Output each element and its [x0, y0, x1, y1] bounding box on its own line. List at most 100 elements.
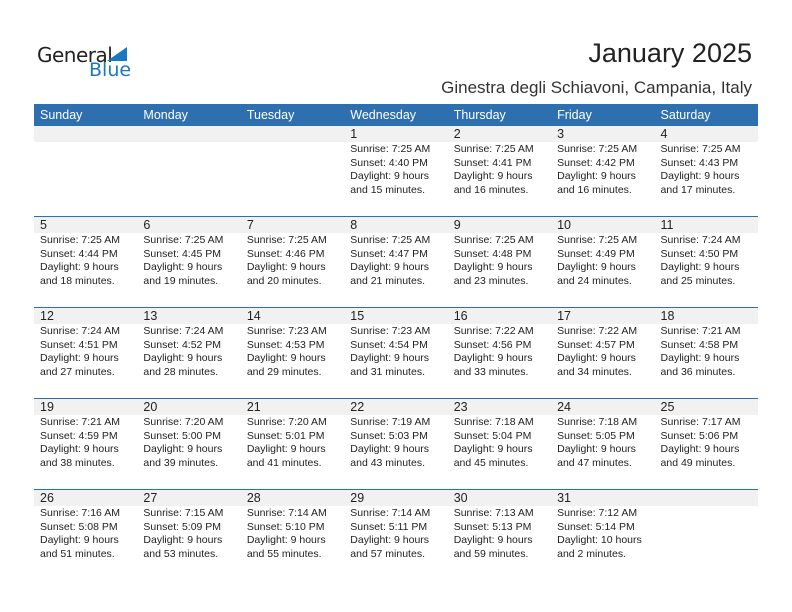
day-info: Sunrise: 7:25 AM Sunset: 4:41 PM Daylight:… [448, 143, 551, 197]
daylight1-text: Daylight: 9 hours [350, 170, 430, 183]
weekday-header: Sunday Monday Tuesday Wednesday Thursday Frid… [34, 104, 758, 126]
daylight1-text: Daylight: 9 hours [350, 534, 430, 547]
day-number: 31 [551, 490, 655, 506]
day-info: Sunrise: 7:17 AM Sunset: 5:06 PM Daylight:… [655, 416, 758, 470]
day-number [654, 490, 758, 506]
location-subtitle: Ginestra degli Schiavoni, Campania, Ital… [441, 78, 752, 97]
daylight2-text: and 2 minutes. [557, 547, 626, 560]
day-number: 21 [240, 399, 345, 415]
sunset-text: Sunset: 5:05 PM [557, 429, 635, 442]
sunrise-text: Sunrise: 7:23 AM [246, 325, 327, 337]
sunset-text: Sunset: 4:54 PM [350, 338, 428, 351]
sunrise-text: Sunrise: 7:24 AM [40, 325, 120, 337]
sunrise-text: Sunrise: 7:21 AM [40, 416, 120, 428]
day-cell: 2 Sunrise: 7:25 AM Sunset: 4:41 PM Daylight… [447, 126, 552, 216]
sunset-text: Sunset: 4:45 PM [143, 247, 222, 260]
day-cell: 5 Sunrise: 7:25 AM Sunset: 4:44 PM Daylight… [34, 217, 138, 307]
day-info: Sunrise: 7:16 AM Sunset: 5:08 PM Daylight:… [34, 507, 137, 561]
day-info: Sunrise: 7:19 AM Sunset: 5:03 PM Daylight:… [344, 416, 447, 470]
day-number: 26 [34, 490, 138, 506]
day-cell: 8 Sunrise: 7:25 AM Sunset: 4:47 PM Daylight… [344, 217, 448, 307]
sunrise-text: Sunrise: 7:25 AM [350, 143, 431, 155]
sunrise-text: Sunrise: 7:17 AM [660, 416, 741, 428]
daylight2-text: and 34 minutes. [557, 365, 632, 378]
day-info: Sunrise: 7:18 AM Sunset: 5:05 PM Daylight:… [551, 416, 654, 470]
day-number: 9 [447, 217, 552, 233]
daylight1-text: Daylight: 9 hours [246, 443, 326, 456]
day-number: 27 [137, 490, 241, 506]
daylight1-text: Daylight: 9 hours [40, 352, 119, 365]
sunset-text: Sunset: 4:48 PM [453, 247, 532, 260]
sunrise-text: Sunrise: 7:25 AM [557, 234, 638, 246]
sunset-text: Sunset: 5:03 PM [350, 429, 428, 442]
daylight2-text: and 59 minutes. [453, 547, 529, 560]
sunrise-text: Sunrise: 7:14 AM [246, 507, 327, 519]
day-cell: 16 Sunrise: 7:22 AM Sunset: 4:56 PM Dayligh… [447, 308, 552, 398]
day-info: Sunrise: 7:24 AM Sunset: 4:51 PM Daylight:… [34, 325, 137, 379]
daylight2-text: and 24 minutes. [557, 274, 632, 287]
sunrise-text: Sunrise: 7:20 AM [246, 416, 327, 428]
day-cell: 1 Sunrise: 7:25 AM Sunset: 4:40 PM Daylight… [344, 126, 448, 216]
daylight2-text: and 16 minutes. [453, 183, 529, 196]
daylight1-text: Daylight: 9 hours [660, 443, 740, 456]
weekday-monday: Monday [143, 108, 188, 122]
daylight2-text: and 27 minutes. [40, 365, 115, 378]
sunrise-text: Sunrise: 7:12 AM [557, 507, 638, 519]
sunset-text: Sunset: 5:10 PM [246, 520, 325, 533]
daylight2-text: and 45 minutes. [453, 456, 529, 469]
daylight1-text: Daylight: 9 hours [143, 261, 223, 274]
sunset-text: Sunset: 4:52 PM [143, 338, 222, 351]
day-cell: 14 Sunrise: 7:23 AM Sunset: 4:53 PM Dayligh… [240, 308, 345, 398]
weekday-friday: Friday [557, 108, 592, 122]
day-number: 3 [551, 126, 655, 142]
day-number [240, 126, 345, 142]
day-number: 18 [654, 308, 758, 324]
daylight1-text: Daylight: 9 hours [350, 443, 430, 456]
sunrise-text: Sunrise: 7:25 AM [453, 143, 534, 155]
day-number: 14 [240, 308, 345, 324]
sunrise-text: Sunrise: 7:25 AM [40, 234, 120, 246]
day-cell: 19 Sunrise: 7:21 AM Sunset: 4:59 PM Dayligh… [34, 399, 138, 489]
day-number: 13 [137, 308, 241, 324]
day-number [137, 126, 241, 142]
sunset-text: Sunset: 4:49 PM [557, 247, 635, 260]
day-cell: 15 Sunrise: 7:23 AM Sunset: 4:54 PM Dayligh… [344, 308, 448, 398]
daylight2-text: and 49 minutes. [660, 456, 736, 469]
day-number: 5 [34, 217, 138, 233]
weekday-sunday: Sunday [40, 108, 83, 122]
daylight1-text: Daylight: 9 hours [350, 352, 430, 365]
day-cell: 22 Sunrise: 7:19 AM Sunset: 5:03 PM Dayligh… [344, 399, 448, 489]
weekday-saturday: Saturday [660, 108, 711, 122]
sunset-text: Sunset: 5:14 PM [557, 520, 635, 533]
sunset-text: Sunset: 4:44 PM [40, 247, 118, 260]
sunrise-text: Sunrise: 7:21 AM [660, 325, 741, 337]
logo: General Blue [37, 43, 132, 83]
sunrise-text: Sunrise: 7:25 AM [143, 234, 224, 246]
sunrise-text: Sunrise: 7:14 AM [350, 507, 431, 519]
daylight2-text: and 36 minutes. [660, 365, 736, 378]
day-cell: 21 Sunrise: 7:20 AM Sunset: 5:01 PM Dayligh… [240, 399, 345, 489]
weekday-wednesday: Wednesday [350, 108, 417, 122]
weekday-tuesday: Tuesday [246, 108, 295, 122]
daylight2-text: and 28 minutes. [143, 365, 219, 378]
daylight2-text: and 43 minutes. [350, 456, 425, 469]
daylight1-text: Daylight: 10 hours [557, 534, 642, 547]
sunrise-text: Sunrise: 7:25 AM [350, 234, 431, 246]
sunset-text: Sunset: 4:47 PM [350, 247, 428, 260]
day-cell: 24 Sunrise: 7:18 AM Sunset: 5:05 PM Dayligh… [551, 399, 655, 489]
day-cell: 18 Sunrise: 7:21 AM Sunset: 4:58 PM Dayligh… [654, 308, 758, 398]
sunset-text: Sunset: 4:57 PM [557, 338, 635, 351]
day-info: Sunrise: 7:20 AM Sunset: 5:00 PM Daylight:… [137, 416, 240, 470]
daylight1-text: Daylight: 9 hours [143, 443, 223, 456]
sunset-text: Sunset: 4:53 PM [246, 338, 325, 351]
sunset-text: Sunset: 4:40 PM [350, 156, 428, 169]
daylight1-text: Daylight: 9 hours [40, 443, 119, 456]
daylight2-text: and 29 minutes. [246, 365, 322, 378]
daylight1-text: Daylight: 9 hours [660, 352, 740, 365]
day-number: 20 [137, 399, 241, 415]
daylight2-text: and 57 minutes. [350, 547, 425, 560]
daylight2-text: and 51 minutes. [40, 547, 115, 560]
day-cell: 25 Sunrise: 7:17 AM Sunset: 5:06 PM Dayligh… [654, 399, 758, 489]
day-number: 24 [551, 399, 655, 415]
week-row: 12 Sunrise: 7:24 AM Sunset: 4:51 PM Dayligh… [34, 307, 758, 398]
